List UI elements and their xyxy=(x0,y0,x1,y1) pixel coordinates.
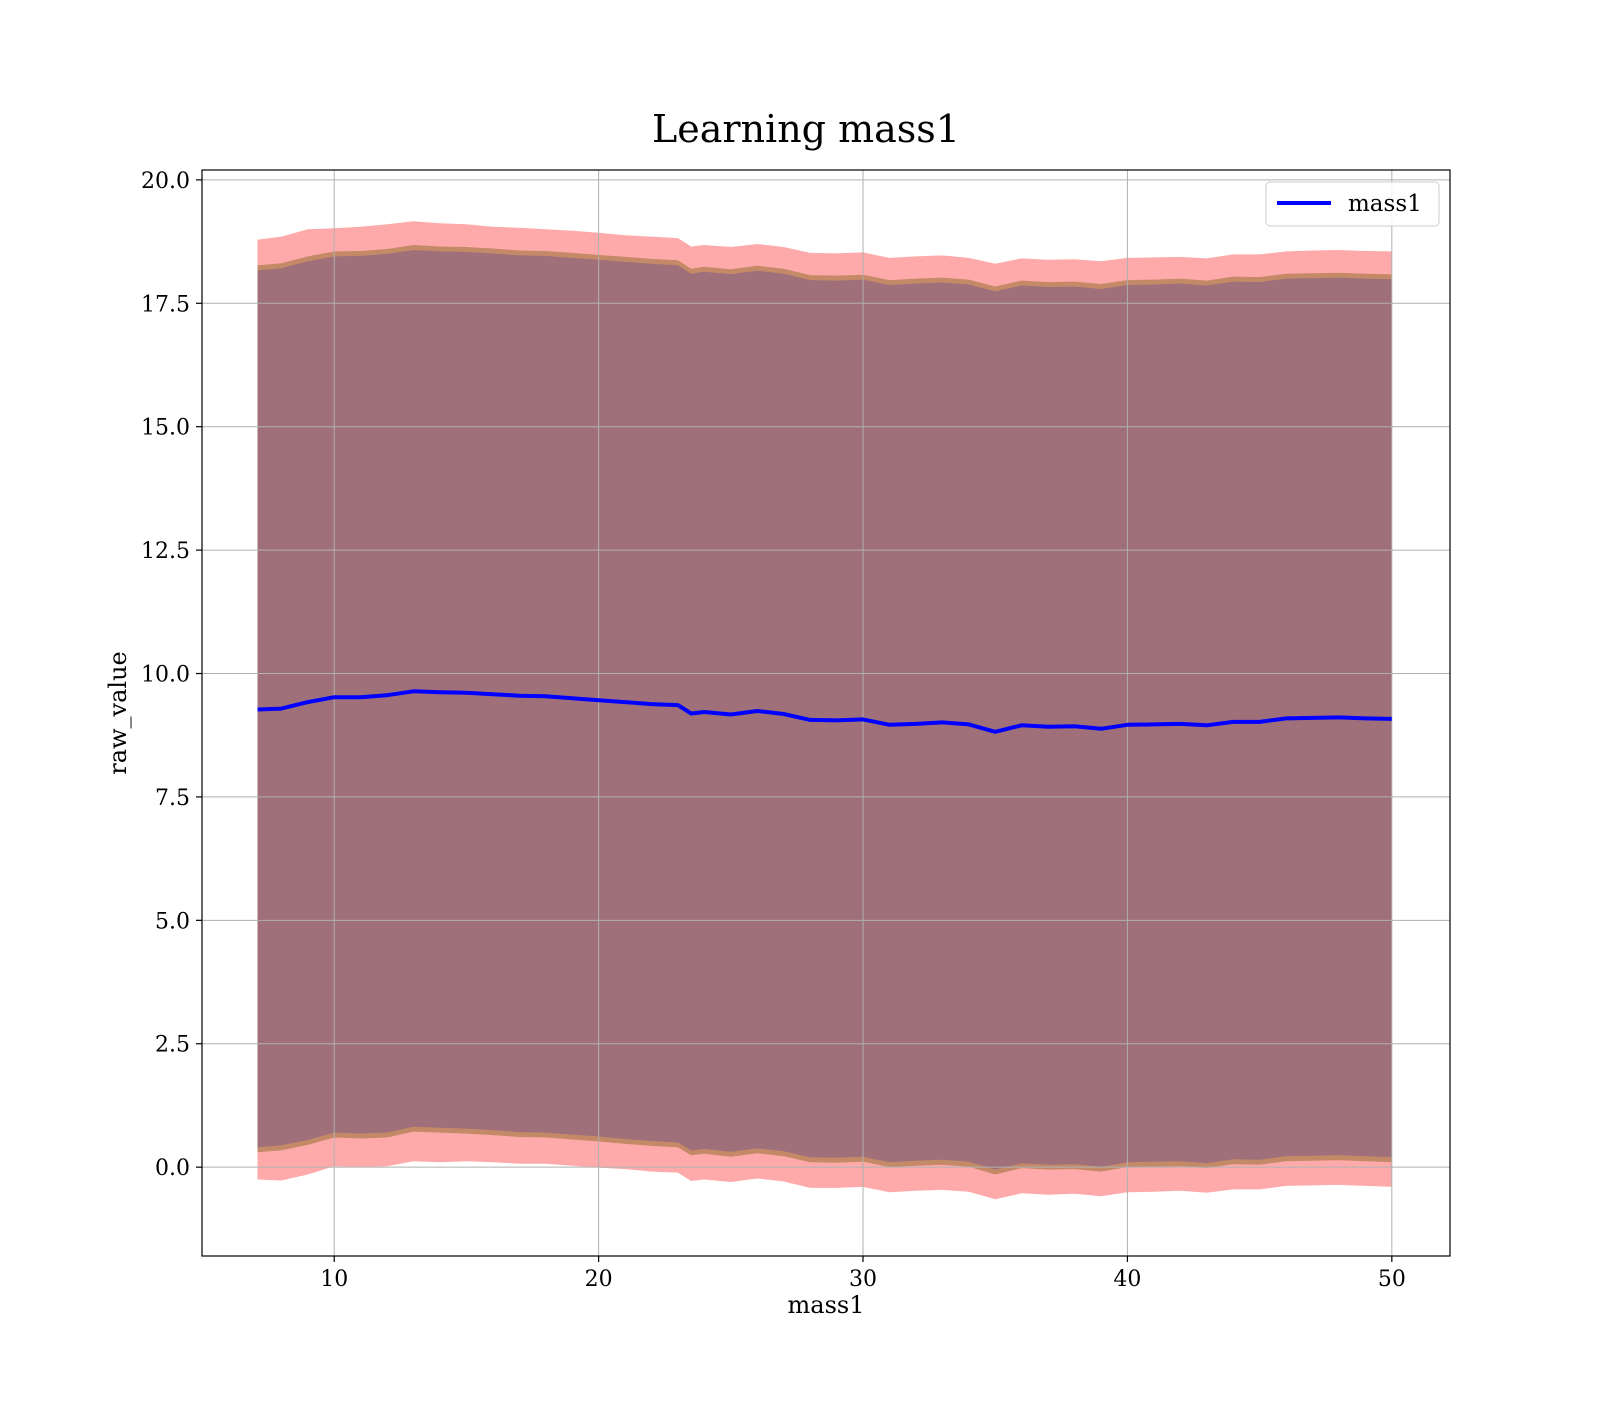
y-axis-label: raw_value xyxy=(104,651,132,775)
grid-layer xyxy=(202,170,1450,1256)
legend-label-mass1: mass1 xyxy=(1348,191,1422,217)
x-tick-label: 10 xyxy=(320,1267,348,1292)
y-tick-label: 20.0 xyxy=(141,169,190,194)
bands-layer xyxy=(257,221,1392,1200)
y-tick-label: 15.0 xyxy=(141,416,190,441)
y-tick-label: 5.0 xyxy=(155,909,190,934)
chart-title: Learning mass1 xyxy=(652,107,960,151)
y-tick-label: 7.5 xyxy=(155,786,190,811)
x-tick-label: 40 xyxy=(1113,1267,1141,1292)
x-axis-label: mass1 xyxy=(788,1291,865,1319)
y-tick-label: 10.0 xyxy=(141,663,190,688)
lines-layer xyxy=(257,689,1392,734)
x-tick-label: 50 xyxy=(1378,1267,1406,1292)
confidence-band-3 xyxy=(257,250,1392,1170)
y-tick-label: 0.0 xyxy=(155,1156,190,1181)
legend: mass1 xyxy=(1265,181,1440,227)
x-tick-label: 20 xyxy=(585,1267,613,1292)
y-tick-label: 12.5 xyxy=(141,539,190,564)
x-tick-label: 30 xyxy=(849,1267,877,1292)
x-ticks: 10 20 30 40 50 xyxy=(320,1256,1406,1292)
y-tick-label: 2.5 xyxy=(155,1033,190,1058)
plot-frame xyxy=(201,169,1451,1257)
y-ticks: 0.0 2.5 5.0 7.5 10.0 12.5 15.0 17.5 20.0 xyxy=(141,169,202,1181)
series-line-mass1 xyxy=(257,689,1392,734)
legend-box xyxy=(1265,181,1440,227)
y-tick-label: 17.5 xyxy=(141,292,190,317)
